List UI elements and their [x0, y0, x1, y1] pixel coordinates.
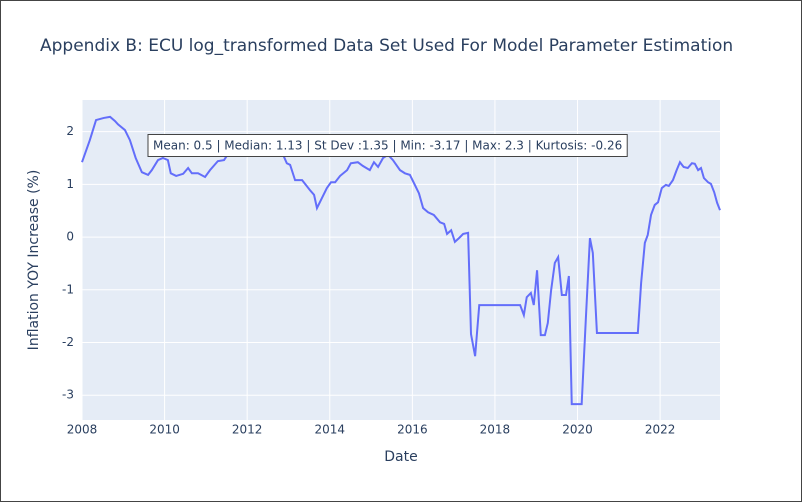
x-tick-label: 2012 — [232, 423, 263, 437]
chart-title: Appendix B: ECU log_transformed Data Set… — [40, 36, 733, 56]
annotation-box — [147, 134, 628, 157]
annotation: Mean: 0.5 | Median: 1.13 | St Dev :1.35 … — [153, 139, 622, 153]
x-tick-label: 2014 — [314, 423, 345, 437]
x-tick-label: 2018 — [480, 423, 511, 437]
y-tick-label: -1 — [62, 282, 74, 296]
x-tick-label: 2008 — [67, 423, 98, 437]
y-axis-label: Inflation YOY Increase (%) — [26, 170, 42, 351]
data-line — [81, 115, 721, 406]
y-tick-label: 2 — [66, 124, 74, 138]
x-tick-label: 2010 — [149, 423, 180, 437]
y-tick-label: -2 — [62, 335, 74, 349]
x-tick-label: 2020 — [562, 423, 593, 437]
x-tick-label: 2022 — [645, 423, 676, 437]
y-tick-label: 1 — [66, 177, 74, 191]
y-tick-label: -3 — [62, 388, 74, 402]
y-tick-label: 0 — [66, 230, 74, 244]
x-axis-label: Date — [384, 449, 417, 465]
x-tick-label: 2016 — [397, 423, 428, 437]
